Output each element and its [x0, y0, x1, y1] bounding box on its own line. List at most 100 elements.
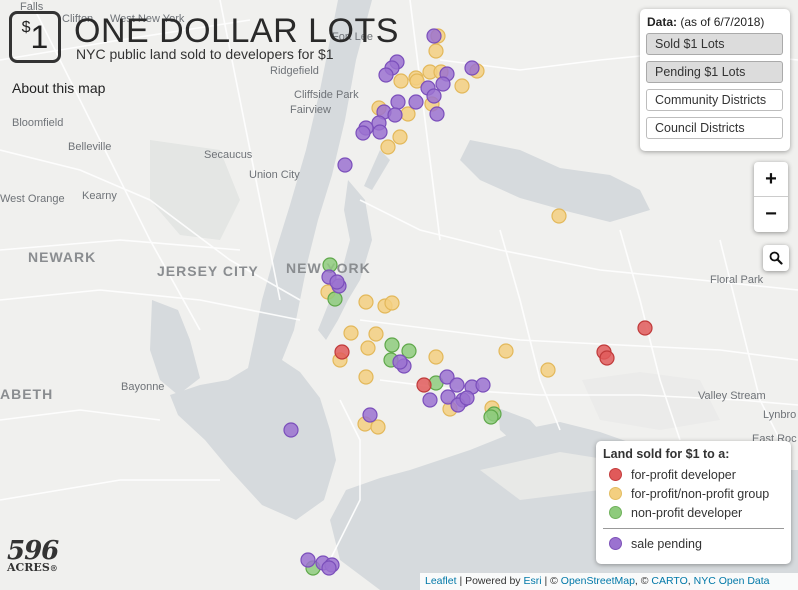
- data-layers-panel: Data: (as of 6/7/2018) Sold $1 Lots Pend…: [640, 9, 790, 151]
- lot-marker-pending[interactable]: [387, 107, 403, 123]
- lot-marker-mixed[interactable]: [358, 369, 374, 385]
- magnifier-icon: [769, 251, 783, 265]
- label-fairview: Fairview: [290, 104, 331, 116]
- lot-marker-mixed[interactable]: [360, 340, 376, 356]
- label-jersey-city: JERSEY CITY: [157, 263, 259, 279]
- lot-marker-for-profit[interactable]: [334, 344, 350, 360]
- attribution-text: , ©: [634, 575, 652, 587]
- legend-swatch-yellow: [609, 487, 622, 500]
- lot-marker-non-profit[interactable]: [327, 291, 343, 307]
- lot-marker-pending[interactable]: [426, 28, 442, 44]
- lot-marker-pending[interactable]: [378, 67, 394, 83]
- page-title: ONE DOLLAR LOTS: [74, 12, 399, 50]
- lot-marker-non-profit[interactable]: [401, 343, 417, 359]
- lot-marker-mixed[interactable]: [409, 73, 425, 89]
- lot-marker-mixed[interactable]: [380, 139, 396, 155]
- lot-marker-mixed[interactable]: [393, 73, 409, 89]
- lot-marker-pending[interactable]: [372, 124, 388, 140]
- label-belleville: Belleville: [68, 141, 111, 153]
- lots-layer: [283, 28, 653, 576]
- lot-marker-pending[interactable]: [408, 94, 424, 110]
- lot-marker-pending[interactable]: [459, 390, 475, 406]
- lot-marker-mixed[interactable]: [428, 43, 444, 59]
- label-elizabeth: ABETH: [0, 386, 53, 402]
- esri-link[interactable]: Esri: [523, 575, 542, 587]
- attribution-text: | Powered by: [456, 575, 524, 587]
- lot-marker-pending[interactable]: [435, 76, 451, 92]
- lot-marker-non-profit[interactable]: [483, 409, 499, 425]
- carto-link[interactable]: CARTO: [651, 575, 688, 587]
- lot-marker-for-profit[interactable]: [416, 377, 432, 393]
- lot-marker-pending[interactable]: [439, 369, 455, 385]
- zoom-out-button[interactable]: −: [765, 203, 777, 225]
- place-labels: Falls Clifton West New York Fort Lee Rid…: [0, 1, 797, 445]
- lot-marker-mixed[interactable]: [384, 295, 400, 311]
- land-features: [150, 140, 720, 500]
- osm-link[interactable]: OpenStreetMap: [560, 575, 635, 587]
- lot-marker-mixed[interactable]: [454, 78, 470, 94]
- zoom-control: + −: [754, 162, 788, 232]
- logo-dollar-sign: $: [21, 19, 31, 36]
- zoom-in-button[interactable]: +: [754, 162, 788, 197]
- legend-label: non-profit developer: [631, 505, 743, 520]
- lot-marker-pending[interactable]: [337, 157, 353, 173]
- lot-marker-mixed[interactable]: [428, 349, 444, 365]
- lot-marker-for-profit[interactable]: [637, 320, 653, 336]
- lot-marker-mixed[interactable]: [368, 326, 384, 342]
- lot-marker-pending[interactable]: [329, 274, 345, 290]
- legend-divider: [603, 528, 784, 529]
- legend-label: sale pending: [631, 536, 702, 551]
- lot-marker-pending[interactable]: [355, 125, 371, 141]
- legend-swatch-green: [609, 506, 622, 519]
- site-logo: $ 1: [9, 11, 61, 63]
- lot-marker-mixed[interactable]: [343, 325, 359, 341]
- lot-marker-mixed[interactable]: [370, 419, 386, 435]
- lot-marker-pending[interactable]: [426, 88, 442, 104]
- search-button[interactable]: [763, 245, 789, 271]
- lot-marker-mixed[interactable]: [400, 106, 416, 122]
- legend-label: for-profit developer: [631, 467, 736, 482]
- about-map-link[interactable]: About this map: [12, 80, 106, 96]
- lot-marker-pending[interactable]: [464, 60, 480, 76]
- lot-marker-pending[interactable]: [392, 354, 408, 370]
- lot-marker-mixed[interactable]: [498, 343, 514, 359]
- label-newark: NEWARK: [28, 249, 96, 265]
- lot-marker-pending[interactable]: [362, 407, 378, 423]
- lot-marker-non-profit[interactable]: [384, 337, 400, 353]
- lot-marker-mixed[interactable]: [392, 129, 408, 145]
- legend-item-mixed: for-profit/non-profit group: [603, 484, 784, 503]
- lot-marker-pending[interactable]: [422, 392, 438, 408]
- label-valley-stream: Valley Stream: [698, 390, 766, 402]
- layer-toggle-community-districts[interactable]: Community Districts: [646, 89, 783, 111]
- layer-toggle-pending[interactable]: Pending $1 Lots: [646, 61, 783, 83]
- layer-toggle-council-districts[interactable]: Council Districts: [646, 117, 783, 139]
- leaflet-link[interactable]: Leaflet: [425, 575, 457, 587]
- label-kearny: Kearny: [82, 190, 117, 202]
- lot-marker-mixed[interactable]: [540, 362, 556, 378]
- label-west-orange: West Orange: [0, 193, 65, 205]
- nyc-open-data-link[interactable]: NYC Open Data: [693, 575, 770, 587]
- page-subtitle: NYC public land sold to developers for $…: [76, 46, 334, 62]
- lot-marker-pending[interactable]: [321, 560, 337, 576]
- label-falls: Falls: [20, 1, 44, 13]
- attribution-text: | ©: [541, 575, 561, 587]
- map-attribution: Leaflet | Powered by Esri | © OpenStreet…: [420, 573, 798, 590]
- lot-marker-mixed[interactable]: [551, 208, 567, 224]
- lot-marker-pending[interactable]: [283, 422, 299, 438]
- brand-number: 596: [7, 536, 59, 566]
- label-secaucus: Secaucus: [204, 149, 253, 161]
- lot-marker-pending[interactable]: [440, 389, 456, 405]
- 596-acres-logo[interactable]: 596 ACRES®: [7, 536, 59, 573]
- lot-marker-pending[interactable]: [475, 377, 491, 393]
- lot-marker-mixed[interactable]: [358, 294, 374, 310]
- legend-item-pending: sale pending: [603, 534, 784, 553]
- data-panel-heading: Data: (as of 6/7/2018): [647, 15, 784, 29]
- label-bayonne: Bayonne: [121, 381, 164, 393]
- lot-marker-pending[interactable]: [300, 552, 316, 568]
- label-west-new-york: West New York: [110, 13, 185, 25]
- lot-marker-pending[interactable]: [429, 106, 445, 122]
- layer-toggle-sold[interactable]: Sold $1 Lots: [646, 33, 783, 55]
- lot-marker-for-profit[interactable]: [599, 350, 615, 366]
- lot-marker-pending[interactable]: [390, 94, 406, 110]
- lot-marker-pending[interactable]: [449, 377, 465, 393]
